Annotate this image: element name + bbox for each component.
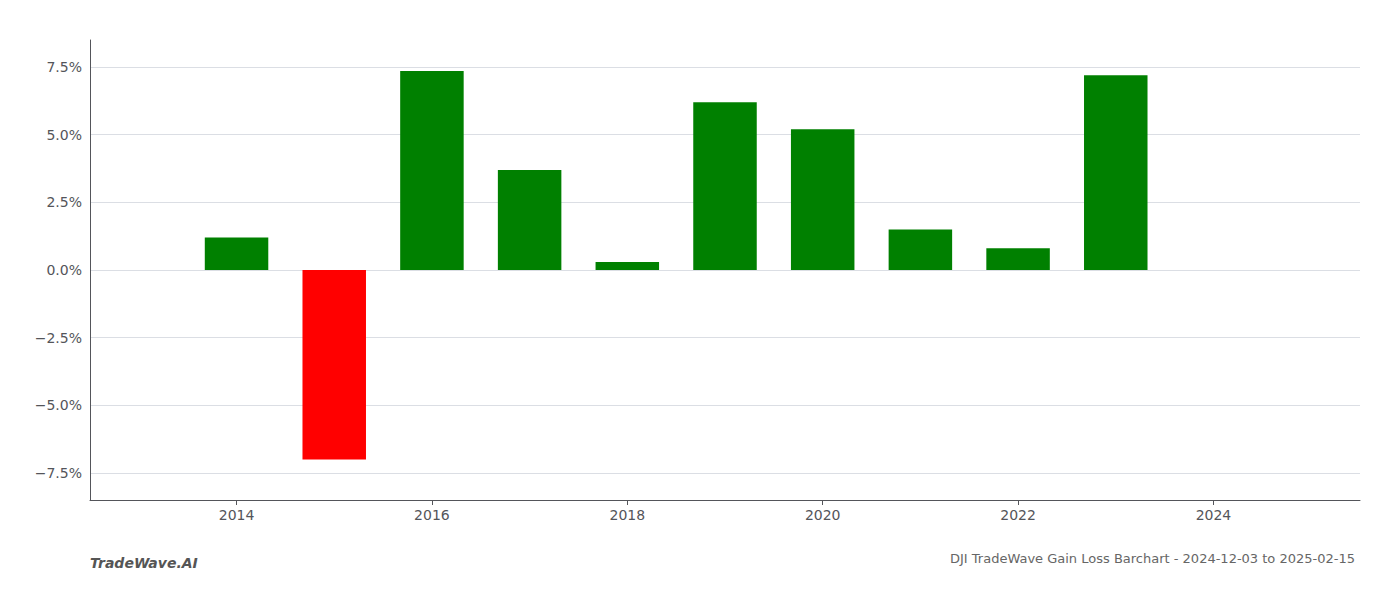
svg-text:7.5%: 7.5% <box>46 59 82 75</box>
svg-text:2016: 2016 <box>414 507 450 523</box>
svg-text:2020: 2020 <box>805 507 841 523</box>
svg-text:TradeWave.AI: TradeWave.AI <box>90 555 198 571</box>
svg-text:2014: 2014 <box>219 507 255 523</box>
svg-text:2022: 2022 <box>1000 507 1036 523</box>
svg-text:−5.0%: −5.0% <box>35 397 82 413</box>
svg-text:2018: 2018 <box>609 507 645 523</box>
svg-text:−7.5%: −7.5% <box>35 465 82 481</box>
svg-text:0.0%: 0.0% <box>46 262 82 278</box>
svg-text:DJI TradeWave Gain Loss Barcha: DJI TradeWave Gain Loss Barchart - 2024-… <box>950 551 1355 566</box>
svg-text:5.0%: 5.0% <box>46 127 82 143</box>
svg-text:−2.5%: −2.5% <box>35 330 82 346</box>
svg-text:2.5%: 2.5% <box>46 194 82 210</box>
svg-text:2024: 2024 <box>1196 507 1232 523</box>
